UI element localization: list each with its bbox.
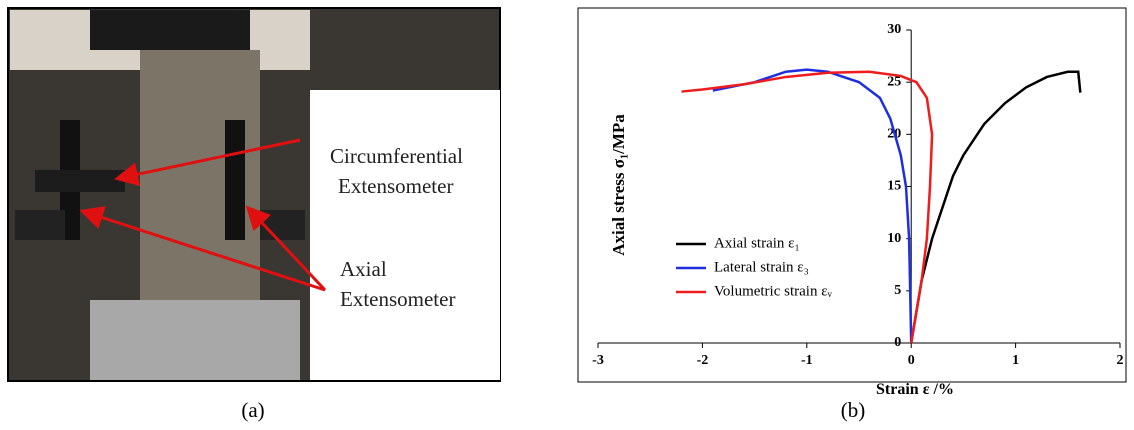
x-tick-label: 2 (1117, 353, 1124, 368)
photo-label: Extensometer (340, 287, 455, 311)
y-tick-label: 30 (887, 22, 901, 37)
y-tick-label: 10 (887, 231, 901, 246)
x-axis-label: Strain ε /% (876, 381, 954, 398)
legend-label: Volumetric strain εᵥ (714, 283, 833, 299)
x-tick-label: -2 (697, 353, 709, 368)
y-tick-label: 0 (894, 335, 901, 350)
caption: (b) (841, 398, 866, 422)
photo-label: Axial (340, 257, 387, 281)
legend-label: Lateral strain ε₃ (714, 259, 809, 275)
caption: (a) (241, 398, 264, 422)
y-tick-label: 15 (887, 179, 901, 194)
y-tick-label: 25 (887, 74, 901, 89)
x-tick-label: -1 (801, 353, 813, 368)
y-tick-label: 5 (894, 283, 901, 298)
photo-label: Extensometer (338, 174, 453, 198)
x-tick-label: -3 (592, 353, 604, 368)
photo: Circumferential Extensometer Axial Exten… (7, 7, 501, 382)
legend-label: Axial strain ε₁ (714, 235, 800, 251)
x-tick-label: 0 (908, 353, 915, 368)
y-axis-label: Axial stress σ₁/MPa (609, 114, 628, 256)
photo-label: Circumferential (330, 144, 463, 168)
x-tick-label: 1 (1012, 353, 1019, 368)
chart-frame (577, 7, 1127, 383)
series-line (681, 70, 934, 344)
series-line (712, 68, 913, 344)
